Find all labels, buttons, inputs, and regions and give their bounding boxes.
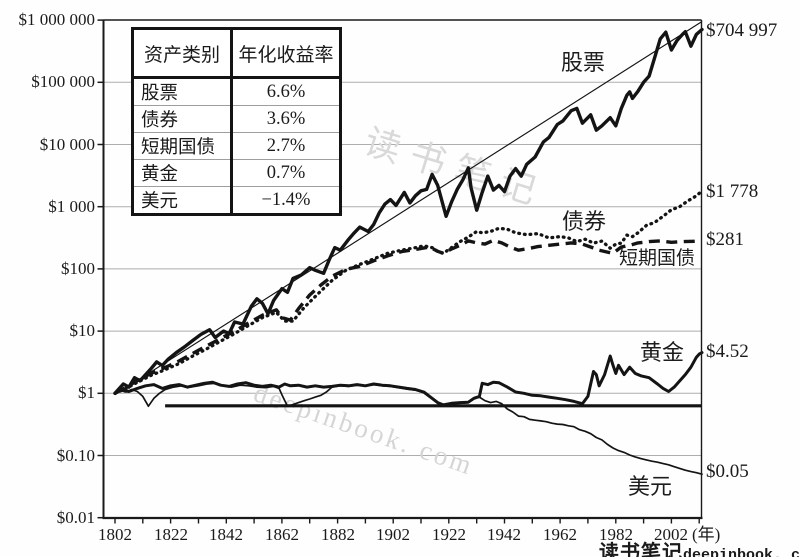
y-tick-label: $0.01	[56, 508, 95, 527]
asset-class-cell: 短期国债	[132, 132, 233, 160]
annual-return-cell: 0.7%	[231, 159, 341, 187]
x-tick-label: 1862	[265, 525, 299, 544]
end-value-gold: $4.52	[706, 341, 749, 362]
watermark-footer: 读书笔记deepinbook. com	[599, 536, 800, 557]
x-tick-label: 1882	[321, 525, 355, 544]
y-tick-label: $1 000	[48, 197, 95, 216]
annual-return-cell: 2.7%	[231, 132, 341, 160]
bonds-series-line	[113, 189, 704, 395]
end-value-bonds: $1 778	[706, 181, 759, 202]
series-label-bonds: 债券	[562, 209, 607, 234]
annual-return-cell: −1.4%	[231, 186, 341, 215]
returns-table-header-row: 资产类别 年化收益率	[132, 28, 341, 79]
asset-class-cell: 股票	[132, 77, 233, 106]
annual-return-cell: 6.6%	[266, 81, 306, 102]
watermark-footer-site: deepinbook. com	[683, 547, 800, 557]
table-row: 股票 6.6%	[132, 77, 341, 106]
asset-class-cell: 美元	[132, 186, 233, 215]
y-tick-label: $100 000	[31, 72, 95, 91]
end-value-dollar: $0.05	[706, 461, 749, 482]
gold-series-line	[113, 351, 704, 407]
annual-return-cell: 3.6%	[231, 105, 341, 133]
series-label-gold: 黄金	[640, 340, 685, 365]
y-tick-label: $1 000 000	[18, 10, 96, 29]
x-tick-label: 1922	[432, 525, 466, 544]
returns-table: 资产类别 年化收益率 股票 6.6% 债券 3.6% 短期国债 2.7% 黄金 0.7% 美元 −…	[131, 27, 342, 216]
table-row: 短期国债 2.7%	[132, 132, 341, 160]
y-tick-label: $1	[78, 383, 95, 402]
table-header-asset-class: 资产类别	[132, 28, 233, 79]
x-axis-unit-label: (年)	[692, 525, 721, 544]
end-value-bills: $281	[706, 229, 744, 250]
series-label-dollar: 美元	[628, 474, 673, 499]
axes	[97, 19, 703, 524]
y-tick-label: $100	[61, 259, 95, 278]
table-row: 美元 −1.4%	[132, 186, 341, 215]
watermark-footer-cn: 读书笔记	[599, 542, 683, 557]
y-tick-label: $10 000	[39, 135, 95, 154]
series-label-stocks: 股票	[561, 50, 606, 75]
x-tick-label: 2002	[654, 525, 688, 544]
table-row: 债券 3.6%	[132, 105, 341, 133]
x-tick-label: 1822	[154, 525, 188, 544]
asset-class-cell: 黄金	[132, 159, 233, 187]
x-tick-label: 1842	[209, 525, 243, 544]
series-label-bills: 短期国债	[619, 248, 696, 269]
x-tick-label: 1942	[487, 525, 521, 544]
x-tick-label: 1802	[98, 525, 132, 544]
stocks-series-line	[113, 27, 704, 395]
x-tick-label: 1982	[599, 525, 633, 544]
x-tick-label: 1962	[543, 525, 577, 544]
asset-class-cell: 债券	[132, 105, 233, 133]
end-value-stocks: $704 997	[706, 20, 778, 41]
x-tick-label: 1902	[376, 525, 410, 544]
table-header-annual-return: 年化收益率	[231, 28, 341, 79]
series-lines	[113, 21, 704, 476]
y-tick-label: $10	[69, 321, 96, 340]
y-tick-label: $0.10	[56, 446, 95, 465]
table-row: 黄金 0.7%	[132, 159, 341, 187]
